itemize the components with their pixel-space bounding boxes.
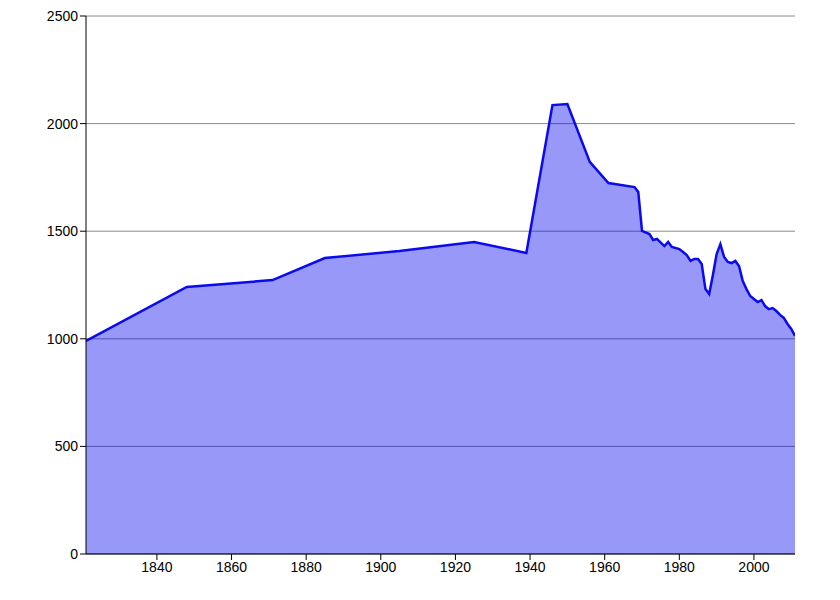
svg-text:1860: 1860 — [216, 559, 247, 575]
svg-text:1500: 1500 — [47, 223, 78, 239]
svg-text:2000: 2000 — [738, 559, 769, 575]
svg-text:1940: 1940 — [514, 559, 545, 575]
svg-text:1000: 1000 — [47, 331, 78, 347]
svg-text:1960: 1960 — [589, 559, 620, 575]
svg-text:1840: 1840 — [141, 559, 172, 575]
svg-text:1920: 1920 — [440, 559, 471, 575]
svg-text:2500: 2500 — [47, 8, 78, 24]
svg-text:1980: 1980 — [664, 559, 695, 575]
svg-text:0: 0 — [70, 546, 78, 562]
svg-text:1900: 1900 — [365, 559, 396, 575]
svg-text:500: 500 — [55, 438, 79, 454]
svg-text:2000: 2000 — [47, 116, 78, 132]
svg-text:1880: 1880 — [291, 559, 322, 575]
